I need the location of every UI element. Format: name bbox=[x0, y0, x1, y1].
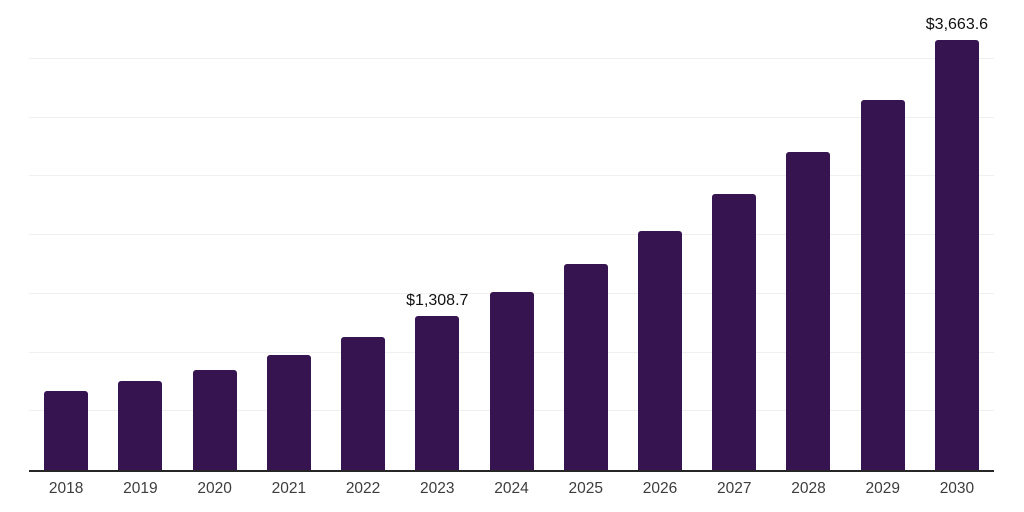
x-tick-2024: 2024 bbox=[494, 480, 529, 497]
bar-2026 bbox=[637, 231, 682, 470]
x-axis: 2018 2019 2020 2021 2022 2023 2024 2025 2026 2027… bbox=[29, 477, 994, 501]
bar-2025 bbox=[563, 264, 608, 470]
bar-slot-2029 bbox=[846, 0, 920, 470]
bar-slot-2021 bbox=[252, 0, 326, 470]
data-label-2023: $1,308.7 bbox=[406, 292, 469, 310]
bar-slot-2030: $3,663.6 bbox=[920, 0, 994, 470]
data-label-2030: $3,663.6 bbox=[925, 15, 989, 33]
bar-2027 bbox=[712, 193, 757, 470]
bar-slot-2027 bbox=[697, 0, 771, 470]
bar-slot-2018 bbox=[29, 0, 103, 470]
x-tick-2029: 2029 bbox=[865, 480, 900, 497]
bars-container: $1,308.7 $3,663.6 bbox=[29, 0, 994, 470]
bar-2021 bbox=[266, 355, 311, 470]
bar-2019 bbox=[118, 381, 163, 470]
bar-slot-2024 bbox=[474, 0, 548, 470]
bar-2020 bbox=[192, 369, 237, 470]
bar-slot-2023: $1,308.7 bbox=[400, 0, 474, 470]
x-tick-2027: 2027 bbox=[716, 480, 752, 497]
gridline-2500 bbox=[29, 175, 994, 177]
gridline-3500 bbox=[29, 57, 994, 59]
bar-2022 bbox=[341, 337, 386, 470]
x-tick-2023: 2023 bbox=[420, 480, 455, 497]
bar-2023 bbox=[415, 316, 460, 470]
x-tick-2021: 2021 bbox=[271, 480, 307, 497]
bar-slot-2022 bbox=[326, 0, 400, 470]
bar-2024 bbox=[489, 292, 534, 470]
bar-2028 bbox=[786, 152, 831, 470]
bar-slot-2019 bbox=[103, 0, 177, 470]
x-tick-2019: 2019 bbox=[123, 480, 158, 497]
bar-2018 bbox=[44, 390, 89, 470]
bar-slot-2026 bbox=[623, 0, 697, 470]
x-tick-2026: 2026 bbox=[642, 480, 678, 497]
x-tick-2022: 2022 bbox=[345, 480, 381, 497]
x-tick-2028: 2028 bbox=[791, 480, 826, 497]
bar-slot-2028 bbox=[771, 0, 845, 470]
bar-2030 bbox=[934, 39, 979, 470]
bar-slot-2020 bbox=[177, 0, 251, 470]
x-tick-2030: 2030 bbox=[939, 480, 975, 497]
x-tick-2018: 2018 bbox=[48, 480, 84, 497]
plot-area: $1,308.7 $3,663.6 bbox=[29, 0, 994, 472]
gridline-2000 bbox=[29, 234, 994, 235]
bar-slot-2025 bbox=[549, 0, 623, 470]
gridline-3000 bbox=[29, 116, 994, 118]
bar-2029 bbox=[860, 99, 905, 470]
x-tick-2020: 2020 bbox=[197, 480, 232, 497]
x-tick-2025: 2025 bbox=[568, 480, 603, 497]
